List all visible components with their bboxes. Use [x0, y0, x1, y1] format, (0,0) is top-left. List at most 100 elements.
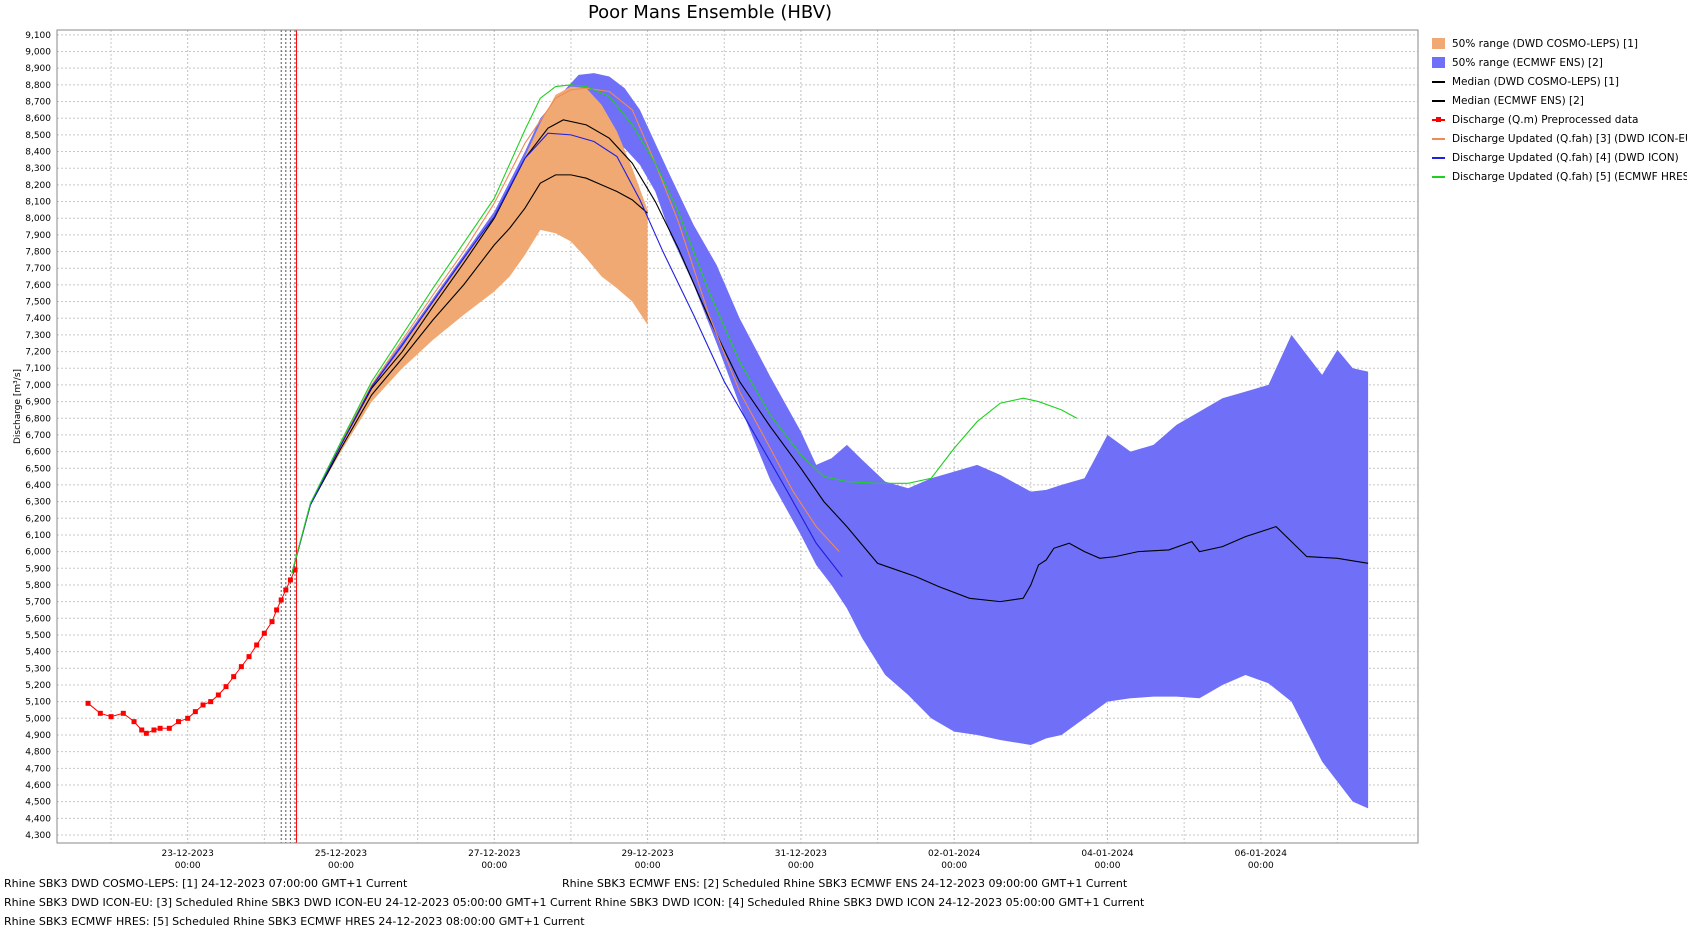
legend-swatch: [1432, 99, 1445, 102]
legend-label: Median (DWD COSMO-LEPS) [1]: [1452, 75, 1619, 88]
footer-ecmwf-ens: Rhine SBK3 ECMWF ENS: [2] Scheduled Rhin…: [562, 877, 1128, 890]
y-tick-label: 5,000: [25, 714, 51, 724]
legend-item: 50% range (DWD COSMO-LEPS) [1]: [1432, 34, 1687, 53]
y-tick-label: 8,500: [25, 131, 51, 141]
x-tick-label: 06-01-2024: [1235, 849, 1288, 859]
data-point: [269, 619, 275, 625]
legend-swatch: [1432, 175, 1445, 178]
y-tick-label: 7,700: [25, 264, 51, 274]
legend-swatch: [1432, 57, 1445, 68]
y-tick-label: 8,400: [25, 148, 51, 158]
y-tick-label: 8,100: [25, 198, 51, 208]
data-point: [246, 654, 252, 660]
y-tick-label: 6,200: [25, 514, 51, 524]
y-tick-label: 6,900: [25, 398, 51, 408]
data-point: [85, 700, 91, 706]
legend-item: Discharge Updated (Q.fah) [3] (DWD ICON-…: [1432, 129, 1687, 148]
y-tick-label: 4,500: [25, 798, 51, 808]
y-tick-label: 8,600: [25, 114, 51, 124]
y-tick-label: 5,800: [25, 581, 51, 591]
data-point: [200, 702, 206, 708]
data-point: [131, 719, 137, 725]
legend-item: Discharge Updated (Q.fah) [5] (ECMWF HRE…: [1432, 167, 1687, 186]
legend-label: 50% range (ECMWF ENS) [2]: [1452, 56, 1603, 69]
axes: 4,300 4,400 4,500 4,600 4,700 4,800 4,900 5,000…: [13, 29, 1419, 871]
legend: 50% range (DWD COSMO-LEPS) [1] 50% range …: [1432, 34, 1687, 186]
y-tick-label: 8,800: [25, 81, 51, 91]
x-tick-time-label: 00:00: [481, 861, 507, 871]
y-tick-label: 7,100: [25, 364, 51, 374]
y-tick-label: 6,100: [25, 531, 51, 541]
x-tick-time-label: 00:00: [1095, 861, 1121, 871]
x-tick-time-label: 00:00: [1248, 861, 1274, 871]
legend-label: 50% range (DWD COSMO-LEPS) [1]: [1452, 37, 1638, 50]
x-tick-label: 02-01-2024: [928, 849, 981, 859]
series-discharge-updated-q-fah-3-dwd-icon-eu-line: [291, 87, 840, 574]
footer-cosmo-leps: Rhine SBK3 DWD COSMO-LEPS: [1] 24-12-202…: [4, 877, 408, 890]
data-point: [238, 664, 244, 670]
series-discharge-q-m-preprocessed-data-line: [87, 569, 296, 734]
series-median-dwd-cosmo-leps-1-line: [291, 174, 648, 574]
series-layer: [85, 73, 1369, 809]
data-point: [176, 719, 182, 725]
legend-label: Discharge Updated (Q.fah) [5] (ECMWF HRE…: [1452, 170, 1687, 183]
y-tick-label: 5,700: [25, 598, 51, 608]
data-point: [231, 674, 237, 680]
data-point: [283, 587, 289, 593]
plot-frame: [56, 29, 1419, 844]
legend-item: Discharge Updated (Q.fah) [4] (DWD ICON): [1432, 148, 1687, 167]
data-point: [261, 630, 267, 636]
data-point: [139, 727, 145, 733]
x-tick-label: 31-12-2023: [775, 849, 827, 859]
y-axis-label: Discharge [m³/s]: [13, 369, 23, 444]
data-point: [108, 714, 114, 720]
y-tick-label: 7,500: [25, 298, 51, 308]
data-point: [166, 725, 172, 731]
y-tick-label: 4,300: [25, 831, 51, 841]
y-tick-label: 7,900: [25, 231, 51, 241]
y-tick-label: 7,200: [25, 348, 51, 358]
legend-label: Discharge Updated (Q.fah) [3] (DWD ICON-…: [1452, 132, 1687, 145]
x-tick-time-label: 00:00: [175, 861, 201, 871]
legend-swatch: [1432, 137, 1445, 140]
x-tick-label: 04-01-2024: [1081, 849, 1134, 859]
y-tick-label: 8,000: [25, 214, 51, 224]
legend-swatch: [1432, 156, 1445, 159]
x-tick-label: 23-12-2023: [162, 849, 214, 859]
legend-swatch: [1432, 80, 1445, 83]
y-tick-label: 5,600: [25, 614, 51, 624]
legend-item: Median (DWD COSMO-LEPS) [1]: [1432, 72, 1687, 91]
footer-ecmwf-hres: Rhine SBK3 ECMWF HRES: [5] Scheduled Rhi…: [4, 915, 585, 926]
y-tick-label: 6,800: [25, 414, 51, 424]
y-tick-label: 6,700: [25, 431, 51, 441]
y-tick-label: 4,400: [25, 814, 51, 824]
y-tick-label: 5,400: [25, 648, 51, 658]
legend-swatch: [1432, 38, 1445, 49]
data-point: [192, 709, 198, 715]
data-point: [143, 730, 149, 736]
data-point: [151, 727, 157, 733]
data-point: [278, 597, 284, 603]
y-tick-label: 4,800: [25, 748, 51, 758]
y-tick-label: 5,200: [25, 681, 51, 691]
legend-label: Median (ECMWF ENS) [2]: [1452, 94, 1584, 107]
footer-icon: Rhine SBK3 DWD ICON-EU: [3] Scheduled Rh…: [4, 896, 1145, 909]
x-tick-label: 27-12-2023: [468, 849, 520, 859]
y-tick-label: 6,300: [25, 498, 51, 508]
series-discharge-updated-q-fah-4-dwd-icon-line: [291, 132, 843, 577]
series-50-range-ecmwf-ens-2-band: [291, 73, 1369, 809]
series-50-range-dwd-cosmo-leps-1-band: [291, 86, 648, 574]
y-tick-label: 7,800: [25, 248, 51, 258]
y-tick-label: 9,000: [25, 48, 51, 58]
y-tick-label: 6,500: [25, 464, 51, 474]
y-tick-label: 5,900: [25, 564, 51, 574]
data-point: [254, 642, 260, 648]
legend-item: Discharge (Q.m) Preprocessed data: [1432, 110, 1687, 129]
y-tick-label: 9,100: [25, 31, 51, 41]
data-point: [274, 607, 280, 613]
data-point: [215, 692, 221, 698]
y-tick-label: 6,400: [25, 481, 51, 491]
y-tick-label: 5,300: [25, 664, 51, 674]
x-tick-label: 25-12-2023: [315, 849, 367, 859]
